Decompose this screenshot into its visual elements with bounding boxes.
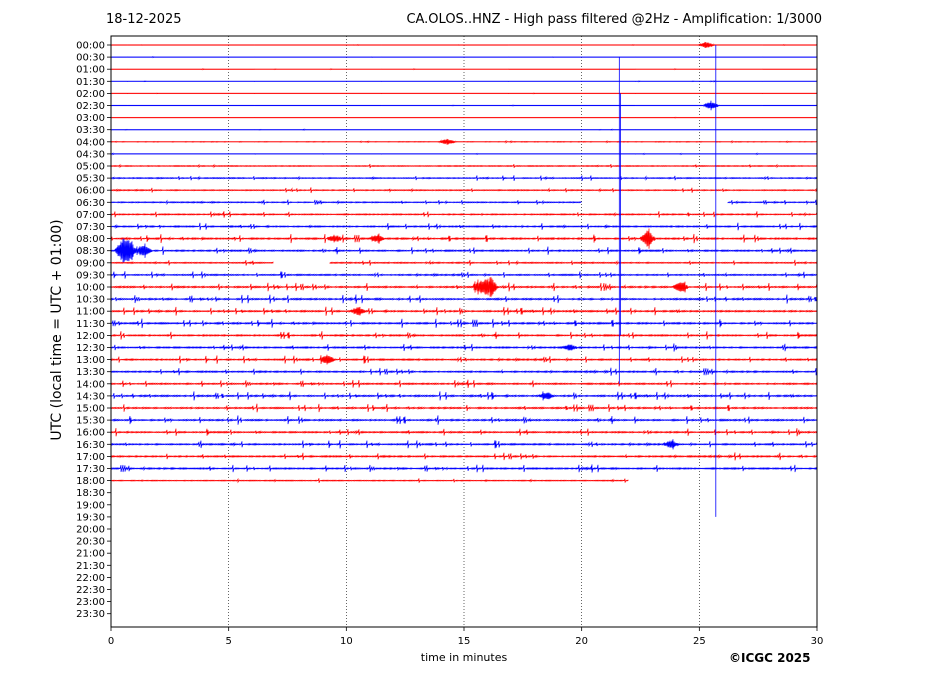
y-tick-label: 07:30 <box>76 222 105 233</box>
trace-1330 <box>110 367 818 376</box>
y-tick-label: 05:30 <box>76 174 105 185</box>
chart-title: CA.OLOS..HNZ - High pass filtered @2Hz -… <box>406 12 822 27</box>
chart-date: 18-12-2025 <box>106 12 182 27</box>
y-tick-label: 04:30 <box>76 149 105 160</box>
trace-0930 <box>110 271 818 279</box>
trace-1700 <box>110 452 818 461</box>
trace-0400 <box>110 138 818 145</box>
trace-1000 <box>110 277 818 297</box>
trace-0330 <box>110 128 818 132</box>
x-tick-label: 0 <box>108 636 114 647</box>
x-axis-label: time in minutes <box>420 651 508 664</box>
trace-1300 <box>110 354 818 365</box>
y-tick-label: 15:00 <box>76 404 105 415</box>
trace-0500 <box>110 163 818 169</box>
y-tick-label: 06:30 <box>76 198 105 209</box>
trace-0100 <box>110 68 818 71</box>
y-tick-label: 11:30 <box>76 319 105 330</box>
trace-0430 <box>110 152 818 156</box>
y-tick-label: 00:30 <box>76 53 105 64</box>
trace-1200 <box>110 331 818 340</box>
y-tick-label: 12:00 <box>76 331 105 342</box>
y-tick-label: 22:30 <box>76 585 105 596</box>
trace-0730 <box>110 222 818 231</box>
y-tick-label: 15:30 <box>76 416 105 427</box>
trace-1130 <box>110 318 818 329</box>
trace-0200 <box>110 92 818 95</box>
trace-1600 <box>110 428 818 437</box>
y-tick-label: 22:00 <box>76 573 105 584</box>
y-tick-label: 23:00 <box>76 597 105 608</box>
y-tick-label: 16:30 <box>76 440 105 451</box>
trace-1500 <box>110 403 818 413</box>
x-tick-label: 20 <box>575 636 588 647</box>
y-tick-label: 02:00 <box>76 89 105 100</box>
y-tick-label: 17:00 <box>76 452 105 463</box>
y-tick-label: 12:30 <box>76 343 105 354</box>
y-tick-label: 07:00 <box>76 210 105 221</box>
trace-0900 <box>110 259 818 266</box>
y-tick-label: 11:00 <box>76 307 105 318</box>
y-tick-label: 04:00 <box>76 137 105 148</box>
y-tick-label: 14:00 <box>76 379 105 390</box>
y-tick-label: 20:30 <box>76 537 105 548</box>
copyright-notice: ©ICGC 2025 <box>729 651 811 665</box>
trace-1730 <box>110 464 818 473</box>
trace-0130 <box>110 80 818 83</box>
trace-0830 <box>110 238 818 263</box>
y-tick-label: 10:30 <box>76 295 105 306</box>
y-tick-label: 05:00 <box>76 162 105 173</box>
y-tick-label: 10:00 <box>76 283 105 294</box>
trace-1030 <box>110 294 818 304</box>
y-tick-label: 09:00 <box>76 258 105 269</box>
y-tick-label: 08:00 <box>76 234 105 245</box>
trace-1800 <box>110 477 629 484</box>
trace-0530 <box>110 175 818 182</box>
trace-1430 <box>110 391 818 401</box>
trace-0630 <box>110 199 818 206</box>
y-tick-label: 02:30 <box>76 101 105 112</box>
y-tick-label: 20:00 <box>76 525 105 536</box>
trace-0230 <box>110 100 818 111</box>
plot-frame <box>110 35 818 628</box>
y-tick-label: 19:00 <box>76 500 105 511</box>
trace-1400 <box>110 379 818 388</box>
trace-1530 <box>110 415 818 425</box>
x-tick-label: 15 <box>458 636 471 647</box>
x-tick-label: 30 <box>811 636 824 647</box>
trace-0600 <box>110 187 818 194</box>
y-tick-label: 00:00 <box>76 41 105 52</box>
y-tick-label: 03:30 <box>76 125 105 136</box>
y-tick-label: 16:00 <box>76 428 105 439</box>
y-tick-label: 06:00 <box>76 186 105 197</box>
trace-0000 <box>110 41 818 49</box>
y-tick-label: 01:00 <box>76 65 105 76</box>
trace-0700 <box>110 211 818 218</box>
y-tick-label: 08:30 <box>76 246 105 257</box>
x-tick-label: 25 <box>693 636 706 647</box>
y-tick-label: 21:00 <box>76 549 105 560</box>
y-tick-label: 18:00 <box>76 476 105 487</box>
y-tick-label: 09:30 <box>76 270 105 281</box>
trace-0300 <box>110 116 818 119</box>
y-tick-label: 21:30 <box>76 561 105 572</box>
y-tick-label: 03:00 <box>76 113 105 124</box>
y-tick-label: 13:30 <box>76 367 105 378</box>
y-tick-label: 01:30 <box>76 77 105 88</box>
y-tick-label: 17:30 <box>76 464 105 475</box>
y-tick-label: 23:30 <box>76 609 105 620</box>
y-tick-label: 13:00 <box>76 355 105 366</box>
y-tick-label: 18:30 <box>76 488 105 499</box>
trace-1630 <box>110 439 818 450</box>
trace-0030 <box>110 55 818 59</box>
trace-1100 <box>110 306 818 316</box>
y-tick-label: 14:30 <box>76 391 105 402</box>
x-tick-label: 5 <box>225 636 231 647</box>
y-tick-label: 19:30 <box>76 512 105 523</box>
trace-1230 <box>110 343 818 352</box>
trace-0800 <box>110 228 818 249</box>
x-tick-label: 10 <box>340 636 353 647</box>
